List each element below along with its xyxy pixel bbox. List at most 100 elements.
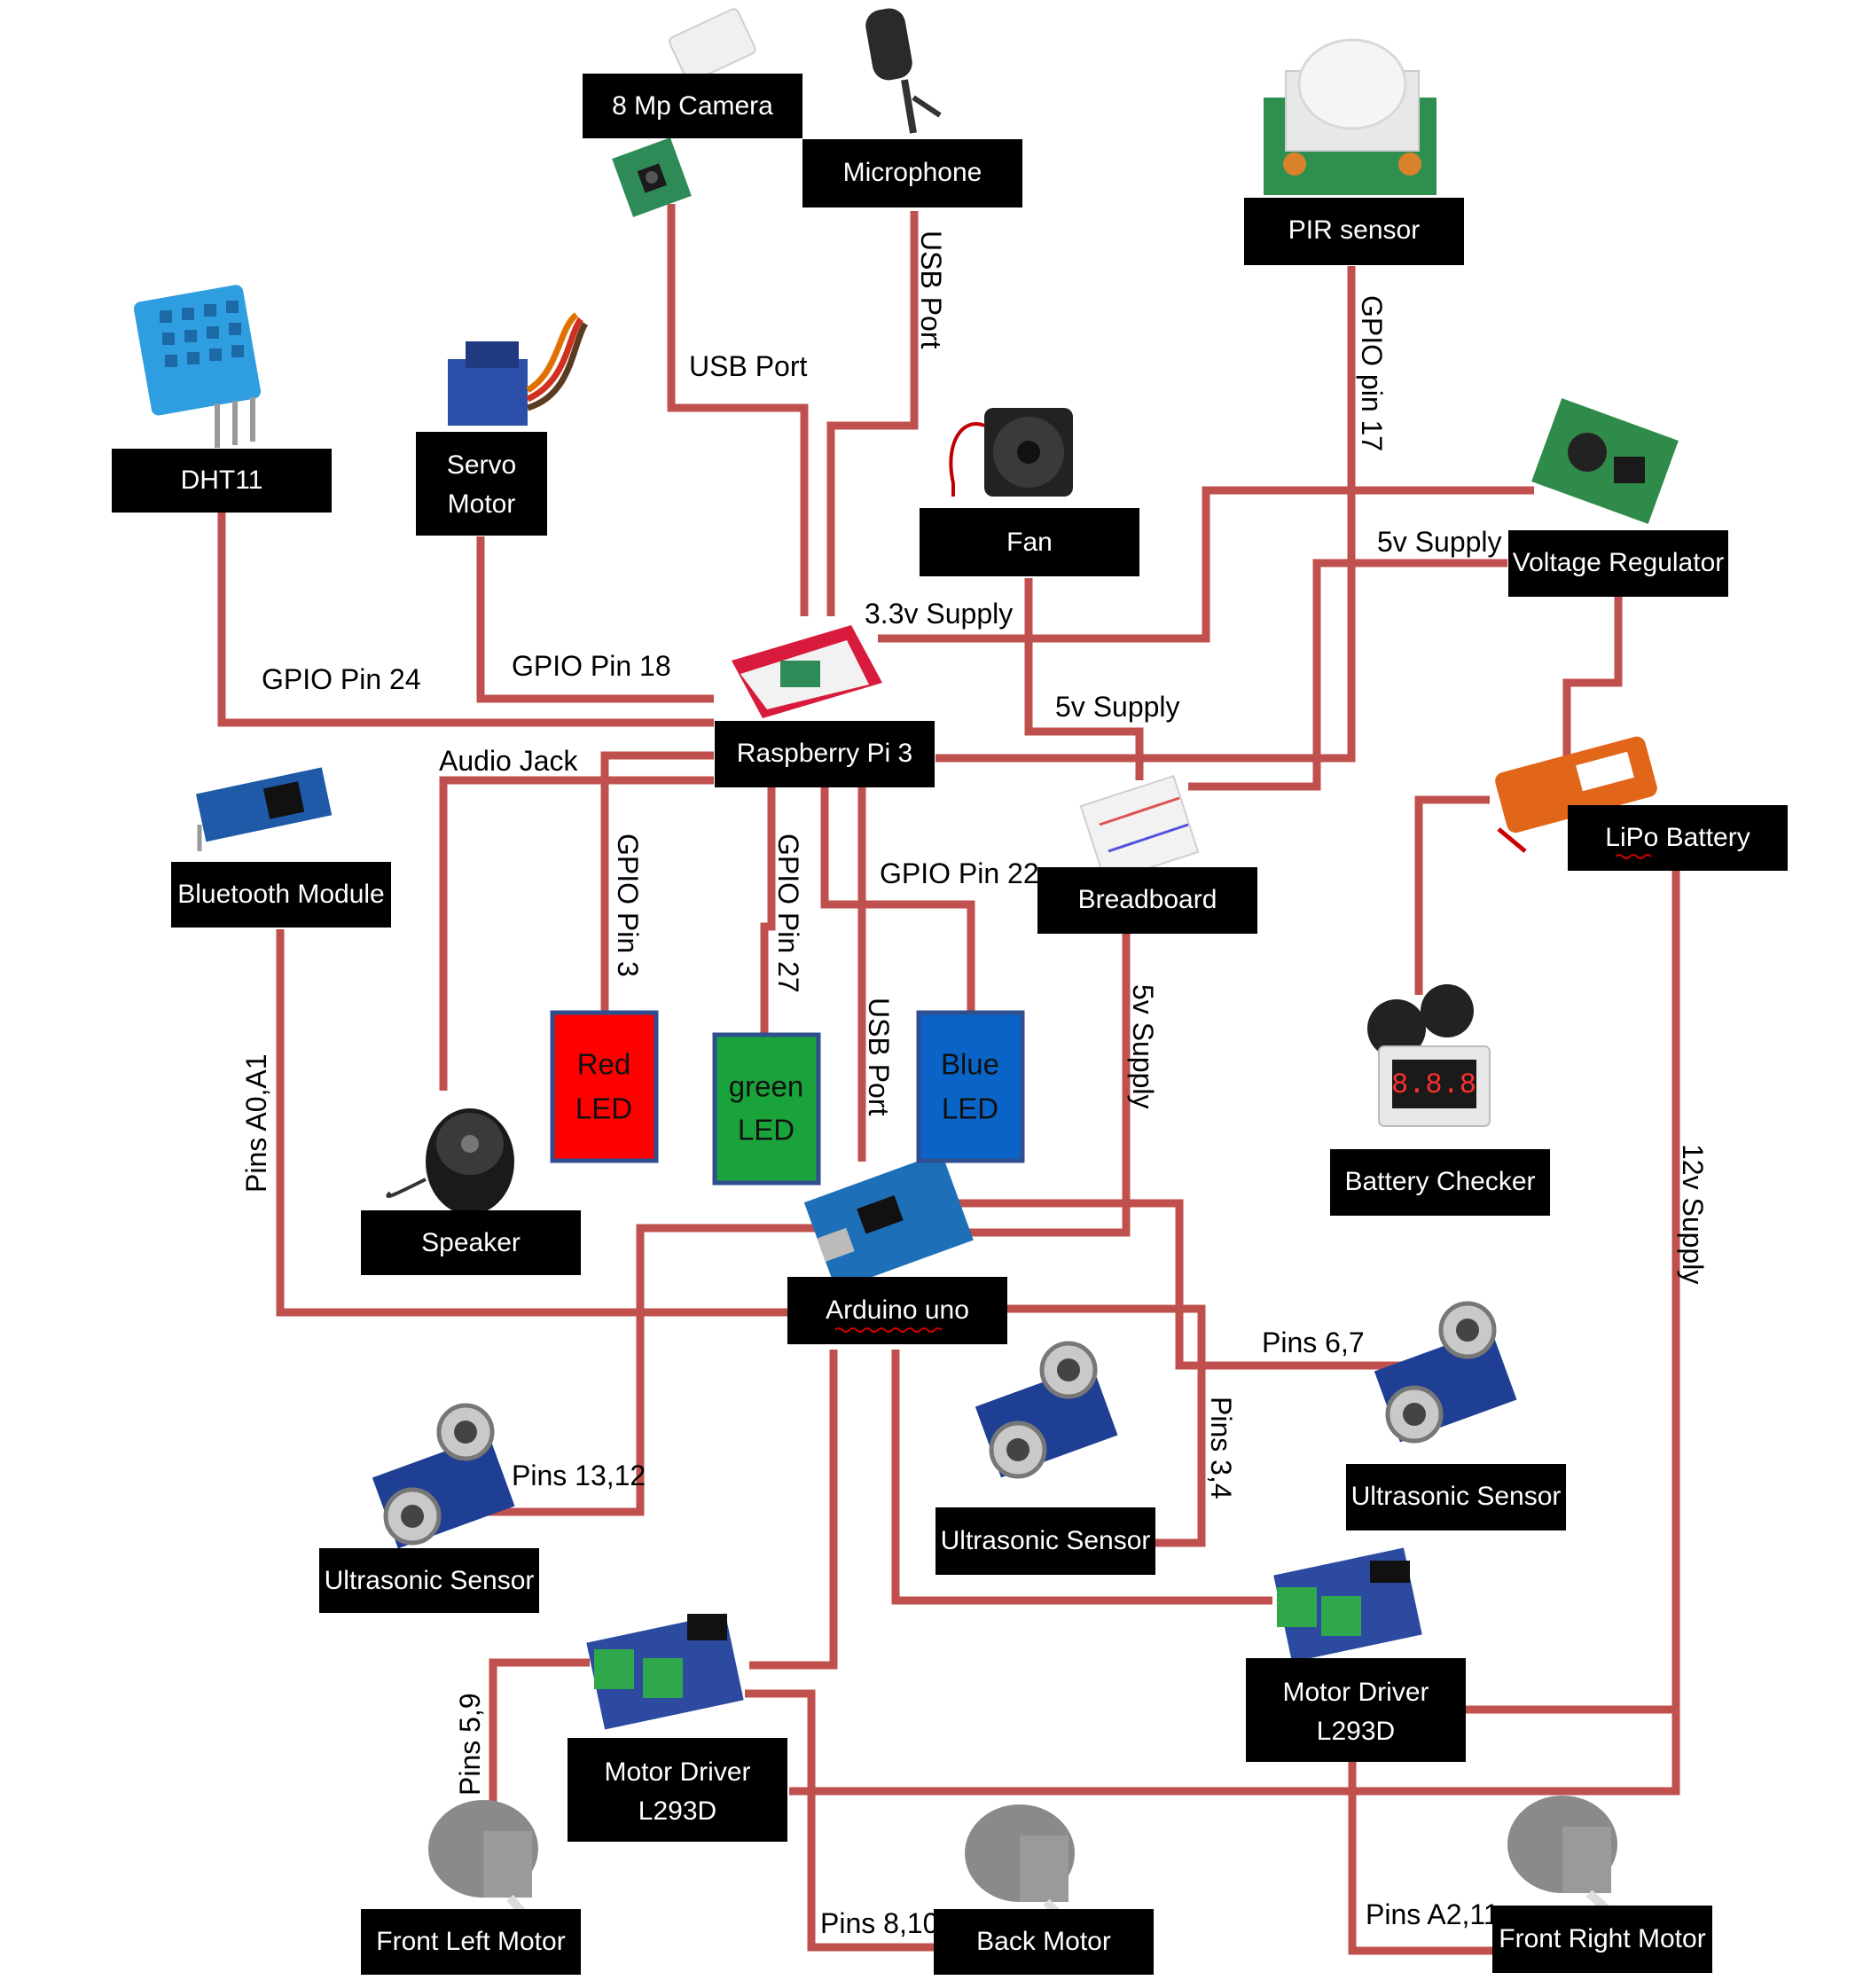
voltage-regulator-icon	[1531, 398, 1679, 524]
component-labels: 8 Mp Camera Microphone PIR sensor DHT11 …	[112, 74, 1788, 1975]
camera-icon	[612, 8, 756, 217]
label-motor-driver-right-2: L293D	[1317, 1717, 1395, 1746]
conn-5v-supply-regulator: 5v Supply	[1377, 526, 1502, 558]
wire-fan-5v	[1024, 578, 1144, 780]
wire-pins-810	[745, 1689, 936, 1952]
label-servo-line2: Motor	[448, 489, 516, 519]
connection-labels: USB Port USB Port GPIO pin 17 GPIO Pin 2…	[240, 231, 1709, 1939]
wire-dht11-gpio24	[217, 513, 714, 727]
wire-regulator-lipo	[1562, 596, 1623, 758]
label-front-left-motor: Front Left Motor	[376, 1927, 565, 1956]
conn-pins-810: Pins 8,10	[820, 1907, 938, 1939]
wire-pins-34	[1006, 1304, 1206, 1547]
dht11-sensor-icon	[133, 285, 262, 448]
green-led-label-2: LED	[738, 1114, 795, 1147]
conn-pins-1312: Pins 13,12	[512, 1460, 646, 1491]
conn-audio-jack: Audio Jack	[439, 745, 579, 777]
spellcheck-underline	[834, 1327, 943, 1333]
microphone-icon	[865, 8, 942, 134]
conn-mic-usb: USB Port	[915, 231, 947, 348]
wire-blue-led	[820, 785, 975, 1013]
leds: Red LED green LED Blue LED	[550, 1010, 1025, 1186]
conn-servo-gpio18: GPIO Pin 18	[512, 650, 671, 682]
ultrasonic-sensor-icon	[975, 1341, 1118, 1479]
label-lipo-battery: LiPo Battery	[1605, 823, 1750, 852]
wire-servo-gpio18	[476, 536, 714, 703]
label-ultrasonic-center: Ultrasonic Sensor	[941, 1526, 1151, 1555]
wire-bluetooth-a0a1	[276, 929, 789, 1317]
label-front-right-motor: Front Right Motor	[1499, 1924, 1705, 1953]
conn-pins-67: Pins 6,7	[1262, 1327, 1365, 1358]
fan-icon	[949, 408, 1073, 497]
conn-camera-usb: USB Port	[689, 350, 807, 382]
conn-arduino-usb: USB Port	[863, 998, 895, 1115]
wires	[217, 204, 1680, 1955]
motor-driver-icon	[1273, 1547, 1422, 1663]
label-ultrasonic-right: Ultrasonic Sensor	[1351, 1482, 1562, 1511]
wire-pins-a211	[1348, 1760, 1512, 1955]
dc-motor-icon	[965, 1804, 1076, 1932]
speaker-icon	[386, 1108, 514, 1215]
label-motor-driver-left-2: L293D	[638, 1796, 716, 1826]
wire-pir-gpio17	[936, 266, 1356, 763]
wire-breadboard-5v	[962, 933, 1131, 1237]
wire-arduino-driver-left	[749, 1350, 838, 1670]
label-arduino-uno: Arduino uno	[826, 1295, 969, 1325]
wire-arduino-driver-right	[891, 1350, 1272, 1605]
wire-pins-67	[949, 1199, 1405, 1370]
wire-regulator-5v	[1188, 559, 1507, 791]
label-camera: 8 Mp Camera	[612, 91, 773, 121]
raspberry-pi-icon	[732, 625, 882, 718]
ultrasonic-sensor-icon	[372, 1403, 515, 1549]
conn-red-gpio3: GPIO Pin 3	[612, 834, 644, 977]
wire-12v-left-driver	[789, 1710, 1680, 1796]
wire-pins-59	[489, 1658, 590, 1835]
conn-dht-gpio24: GPIO Pin 24	[262, 663, 421, 695]
label-motor-driver-right-1: Motor Driver	[1282, 1678, 1429, 1707]
wire-lipo-checker	[1414, 795, 1490, 995]
conn-pins-34: Pins 3,4	[1205, 1397, 1237, 1499]
label-bluetooth-module: Bluetooth Module	[177, 880, 385, 909]
wire-red-led	[600, 751, 714, 1015]
conn-green-gpio27: GPIO Pin 27	[772, 834, 804, 993]
blue-led	[916, 1010, 1025, 1163]
conn-blue-gpio22: GPIO Pin 22	[880, 857, 1039, 889]
lipo-battery-icon	[1495, 736, 1657, 853]
conn-pins-59: Pins 5,9	[454, 1693, 486, 1796]
conn-pins-a211: Pins A2,11	[1366, 1898, 1499, 1930]
pir-sensor-icon	[1264, 38, 1437, 195]
label-battery-checker: Battery Checker	[1344, 1167, 1535, 1196]
label-servo-line1: Servo	[447, 450, 516, 480]
label-raspberry-pi: Raspberry Pi 3	[737, 739, 912, 768]
green-led-label-1: green	[729, 1070, 803, 1103]
breadboard-icon	[1079, 774, 1200, 884]
motor-driver-icon	[586, 1613, 744, 1730]
ultrasonic-sensor-icon	[1374, 1301, 1517, 1444]
wire-green-led	[760, 785, 776, 1037]
conn-5v-supply-fan: 5v Supply	[1055, 691, 1180, 723]
conn-pir-gpio17: GPIO pin 17	[1356, 295, 1388, 451]
conn-3v3-supply: 3.3v Supply	[865, 598, 1013, 630]
dc-motor-icon	[1507, 1796, 1622, 1923]
svg-text:8.8.8: 8.8.8	[1391, 1068, 1476, 1101]
battery-checker-icon: 8.8.8	[1367, 984, 1491, 1127]
label-fan: Fan	[1006, 528, 1053, 557]
spellcheck-underline	[1615, 854, 1652, 859]
label-pir-sensor: PIR sensor	[1288, 215, 1420, 245]
red-led-label-1: Red	[577, 1048, 631, 1081]
label-ultrasonic-left: Ultrasonic Sensor	[325, 1566, 535, 1595]
dc-motor-icon	[428, 1800, 538, 1928]
label-motor-driver-left-1: Motor Driver	[604, 1757, 750, 1787]
wire-12v-supply	[1465, 871, 1680, 1714]
bluetooth-module-icon	[195, 767, 333, 851]
blue-led-label-2: LED	[942, 1092, 998, 1125]
label-breadboard: Breadboard	[1078, 885, 1217, 914]
wire-audio-jack	[439, 776, 714, 1091]
wire-regulator-3v3	[878, 486, 1534, 643]
conn-breadboard-5v: 5v Supply	[1127, 984, 1159, 1109]
red-led	[550, 1010, 659, 1163]
arduino-icon	[803, 1152, 974, 1290]
wire-camera-usb	[667, 204, 809, 616]
label-speaker: Speaker	[421, 1228, 521, 1257]
blue-led-label-1: Blue	[941, 1048, 999, 1081]
